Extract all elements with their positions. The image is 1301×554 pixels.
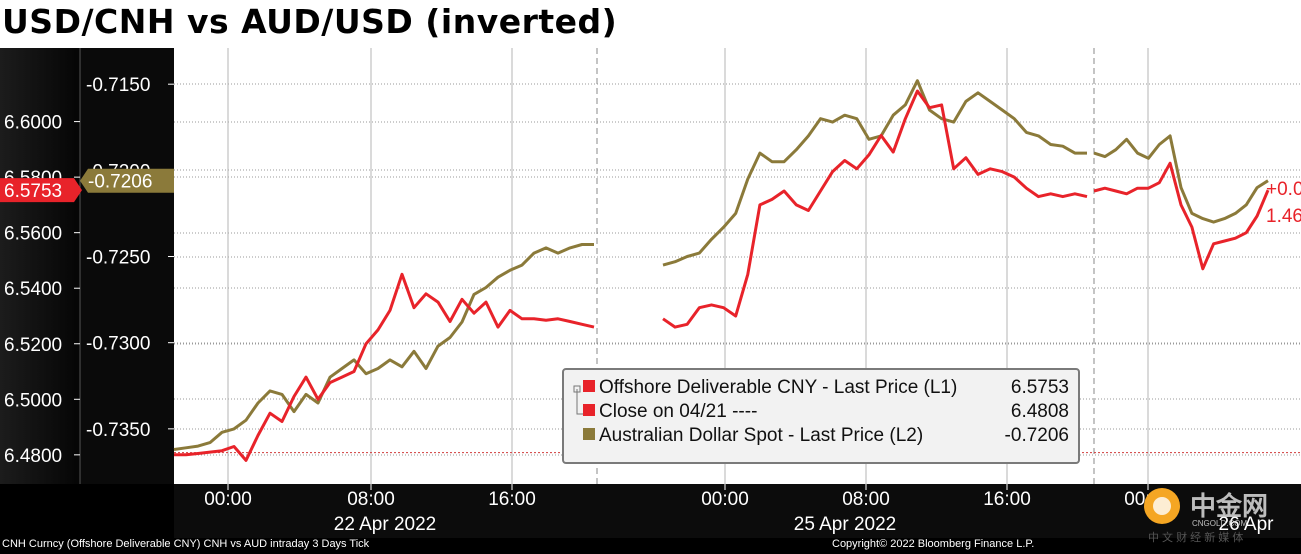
right-edge-change: +0.0 — [1266, 179, 1301, 200]
right-tick-label: -0.7350 — [86, 420, 150, 441]
legend-swatch — [583, 428, 595, 440]
cnh-series-line-segment — [174, 272, 595, 462]
cnh-last-label: 6.5753 — [4, 181, 62, 202]
x-axis-band — [174, 484, 1301, 538]
right-tick-label: -0.7150 — [86, 75, 150, 96]
left-tick-label: 6.5600 — [4, 224, 62, 245]
legend-swatch — [583, 380, 595, 392]
footer-source: CNH Curncy (Offshore Deliverable CNY) CN… — [2, 538, 370, 550]
x-tick-label: 16:00 — [983, 489, 1031, 510]
x-tick-label: 00:00 — [701, 489, 749, 510]
right-tick-label: -0.7300 — [86, 334, 150, 355]
right-tick-label: -0.7250 — [86, 248, 150, 269]
left-tick-label: 6.6000 — [4, 113, 62, 134]
date-label: 26 Apr — [1219, 514, 1275, 535]
corner-block — [0, 484, 174, 538]
left-tick-label: 6.5400 — [4, 279, 62, 300]
legend-collapse-icon — [573, 385, 581, 393]
watermark-tagline: 中 文 财 经 新 媒 体 — [1148, 530, 1243, 544]
legend-label: Australian Dollar Spot - Last Price (L2) — [599, 425, 923, 446]
x-tick-label: 00:00 — [204, 489, 252, 510]
cnh-last-tag — [0, 178, 82, 203]
legend-value: 6.5753 — [1011, 377, 1069, 398]
x-tick-label: 08:00 — [842, 489, 890, 510]
watermark-logo-inner — [1153, 497, 1171, 515]
cnh-series-line-segment — [662, 89, 1088, 329]
left-axis-panel — [0, 48, 80, 484]
date-label: 25 Apr 2022 — [794, 514, 896, 535]
left-tick-label: 6.5000 — [4, 390, 62, 411]
watermark-text: 中金网 — [1190, 491, 1268, 521]
left-tick-label: 6.5200 — [4, 335, 62, 356]
aud-last-label: -0.7206 — [88, 172, 152, 193]
aud-series-line-segment — [173, 243, 594, 451]
legend-box — [562, 368, 1080, 464]
footer-copyright: Copyright© 2022 Bloomberg Finance L.P. — [832, 538, 1035, 550]
left-tick-label: 6.4800 — [4, 446, 62, 467]
legend-label: Close on 04/21 ---- — [599, 401, 757, 422]
chart-title: USD/CNH vs AUD/USD (inverted) — [2, 2, 618, 41]
legend-value: -0.7206 — [1005, 425, 1069, 446]
legend-connector — [576, 389, 583, 415]
legend-label: Offshore Deliverable CNY - Last Price (L… — [599, 377, 957, 398]
legend-value: 6.4808 — [1011, 401, 1069, 422]
legend-swatch — [583, 404, 595, 416]
watermark-sub: CNGOLD.COM — [1192, 519, 1247, 528]
x-tick-label: 08:00 — [347, 489, 395, 510]
right-axis-panel — [80, 48, 174, 484]
right-edge-pct: 1.46 — [1266, 206, 1301, 227]
x-tick-label: 16:00 — [488, 489, 536, 510]
aud-series-line-segment — [662, 79, 1087, 267]
aud-last-tag — [80, 168, 174, 193]
aud-series-line-segment — [1093, 134, 1269, 224]
date-label: 22 Apr 2022 — [334, 514, 436, 535]
cnh-series-line-segment — [1093, 161, 1270, 271]
